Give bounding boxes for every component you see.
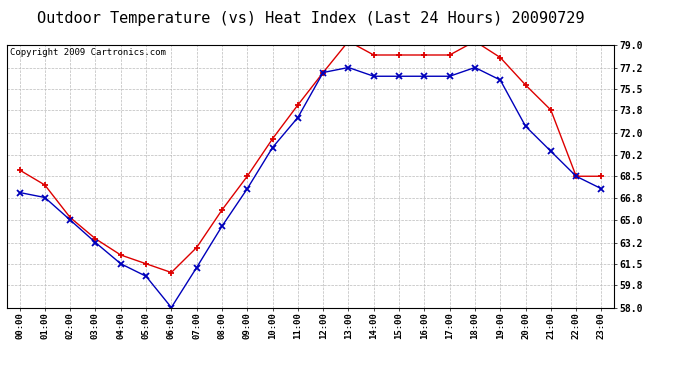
- Text: Outdoor Temperature (vs) Heat Index (Last 24 Hours) 20090729: Outdoor Temperature (vs) Heat Index (Las…: [37, 11, 584, 26]
- Text: Copyright 2009 Cartronics.com: Copyright 2009 Cartronics.com: [10, 48, 166, 57]
